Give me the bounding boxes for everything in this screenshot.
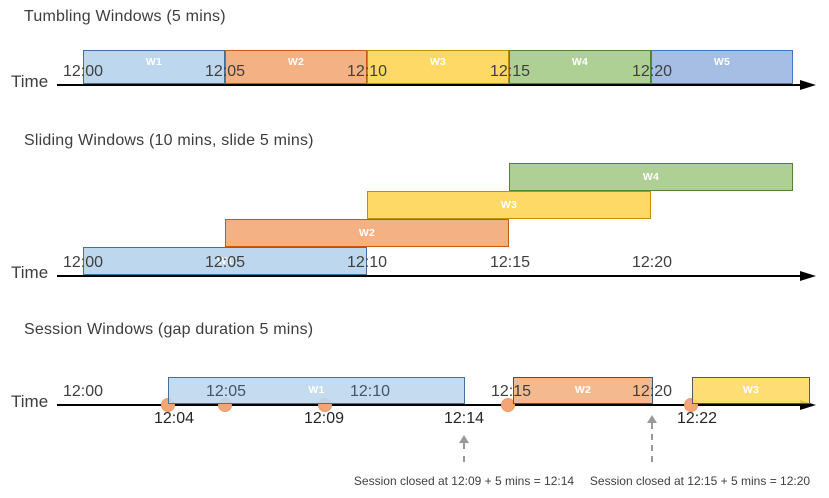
session-close-arrow-icon bbox=[647, 415, 657, 462]
section-title: Tumbling Windows (5 mins) bbox=[24, 8, 226, 25]
session-close-arrow-icon bbox=[459, 435, 469, 462]
window-box: W3 bbox=[367, 191, 651, 219]
window-box: W3 bbox=[367, 50, 509, 84]
tick-label: 12:10 bbox=[349, 383, 391, 400]
window-label: W4 bbox=[571, 56, 589, 68]
event-dot bbox=[501, 398, 515, 412]
event-time-label: 12:04 bbox=[153, 410, 195, 427]
window-label: W2 bbox=[287, 56, 305, 68]
tick-label: 12:05 bbox=[205, 383, 247, 400]
section-title: Sliding Windows (10 mins, slide 5 mins) bbox=[24, 132, 314, 149]
window-box: W4 bbox=[509, 50, 651, 84]
tick-label: 12:00 bbox=[62, 254, 104, 271]
window-box: W2 bbox=[225, 219, 509, 247]
tick-label: 12:10 bbox=[346, 63, 388, 80]
event-time-label: 12:14 bbox=[443, 410, 485, 427]
tick-label: 12:00 bbox=[62, 63, 104, 80]
window-label: W4 bbox=[642, 170, 660, 183]
window-label: W1 bbox=[216, 254, 234, 267]
timeline-arrowhead-icon bbox=[800, 271, 816, 281]
time-axis-label: Time bbox=[11, 72, 49, 91]
tick-label: 12:15 bbox=[489, 254, 531, 271]
timeline bbox=[57, 275, 801, 277]
tick-label: 12:15 bbox=[489, 63, 531, 80]
tick-label: 12:20 bbox=[631, 383, 673, 400]
tick-label: 12:20 bbox=[631, 63, 673, 80]
window-box: W4 bbox=[509, 163, 793, 191]
window-label: W5 bbox=[713, 56, 731, 68]
window-label: W3 bbox=[742, 384, 760, 397]
session-close-note: Session closed at 12:09 + 5 mins = 12:14 bbox=[353, 474, 575, 488]
window-box: W1 bbox=[168, 377, 465, 404]
time-axis-label: Time bbox=[11, 263, 49, 282]
window-box: W2 bbox=[225, 50, 367, 84]
window-label: W2 bbox=[358, 226, 376, 239]
timeline-arrowhead-icon bbox=[800, 80, 816, 90]
window-box: W5 bbox=[651, 50, 793, 84]
event-time-label: 12:22 bbox=[676, 410, 718, 427]
tick-label: 12:05 bbox=[204, 63, 246, 80]
event-time-label: 12:09 bbox=[303, 410, 345, 427]
timeline bbox=[57, 404, 801, 406]
window-label: W3 bbox=[429, 56, 447, 68]
tick-label: 12:20 bbox=[631, 254, 673, 271]
section-title: Session Windows (gap duration 5 mins) bbox=[24, 321, 314, 338]
time-axis-label: Time bbox=[11, 392, 49, 411]
window-box: W3 bbox=[692, 377, 810, 404]
window-box: W1 bbox=[83, 50, 225, 84]
tick-label: 12:00 bbox=[62, 383, 104, 400]
window-label: W2 bbox=[574, 384, 592, 397]
tick-label: 12:10 bbox=[346, 254, 388, 271]
window-box: W2 bbox=[513, 377, 653, 404]
window-label: W1 bbox=[145, 56, 163, 68]
window-label: W1 bbox=[308, 384, 325, 397]
session-close-note: Session closed at 12:15 + 5 mins = 12:20 bbox=[589, 474, 811, 488]
tick-label: 12:15 bbox=[490, 383, 532, 400]
window-label: W3 bbox=[500, 198, 518, 211]
tick-label: 12:05 bbox=[204, 254, 246, 271]
timeline bbox=[57, 84, 801, 86]
window-box: W1 bbox=[83, 247, 367, 275]
timeline-arrowhead-icon bbox=[800, 400, 816, 410]
